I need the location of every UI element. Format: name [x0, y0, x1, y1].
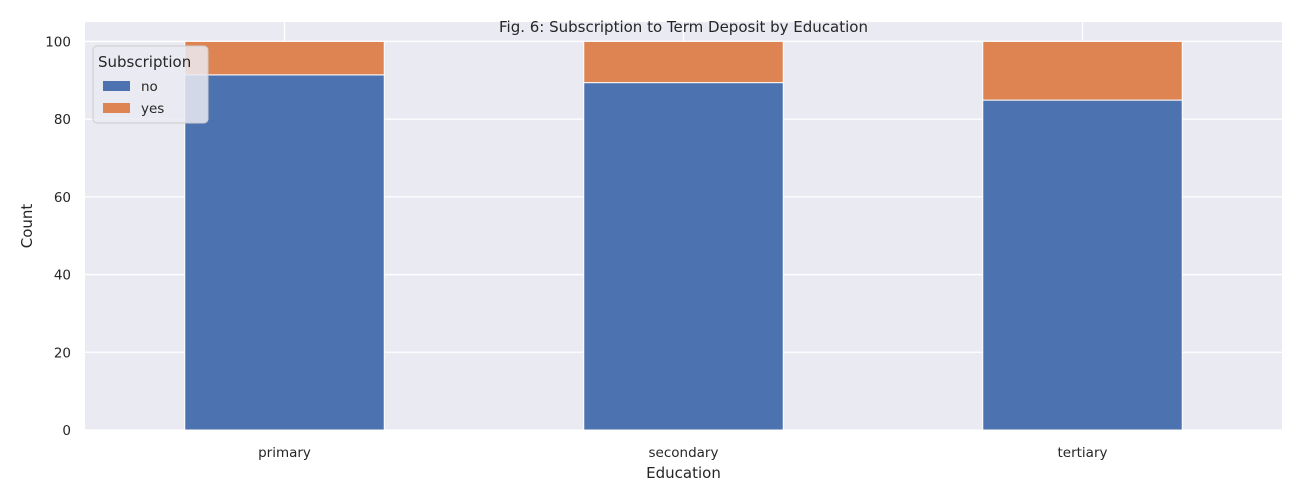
x-axis-ticks: primary secondary tertiary	[258, 445, 1107, 461]
legend-items: no yes	[103, 79, 164, 117]
y-tick-label: 40	[54, 268, 71, 284]
y-tick-label: 100	[45, 34, 71, 50]
x-tick-label: tertiary	[1057, 445, 1107, 461]
legend-swatch-yes	[103, 103, 130, 113]
bar-primary-no	[184, 74, 385, 431]
bar-secondary-yes	[583, 40, 784, 84]
y-axis-label: Count	[18, 204, 36, 249]
y-tick-label: 80	[54, 112, 71, 128]
bar-tertiary-yes	[982, 40, 1183, 101]
bar-secondary-no	[583, 82, 784, 431]
y-tick-label: 20	[54, 345, 71, 361]
bars	[184, 40, 1183, 431]
bar-tertiary-no	[982, 99, 1183, 431]
bar-primary-yes	[184, 40, 385, 76]
legend-title: Subscription	[98, 53, 191, 71]
legend: Subscription no yes	[92, 45, 209, 124]
chart-title: Fig. 6: Subscription to Term Deposit by …	[499, 18, 868, 36]
legend-label-yes: yes	[141, 101, 164, 117]
x-tick-label: primary	[258, 445, 311, 461]
legend-swatch-no	[103, 81, 130, 91]
x-axis-label: Education	[646, 464, 721, 482]
y-tick-label: 0	[62, 423, 71, 439]
y-tick-label: 60	[54, 190, 71, 206]
y-axis-ticks: 0 20 40 60 80 100	[45, 34, 71, 439]
legend-label-no: no	[141, 79, 158, 95]
x-tick-label: secondary	[649, 445, 719, 461]
